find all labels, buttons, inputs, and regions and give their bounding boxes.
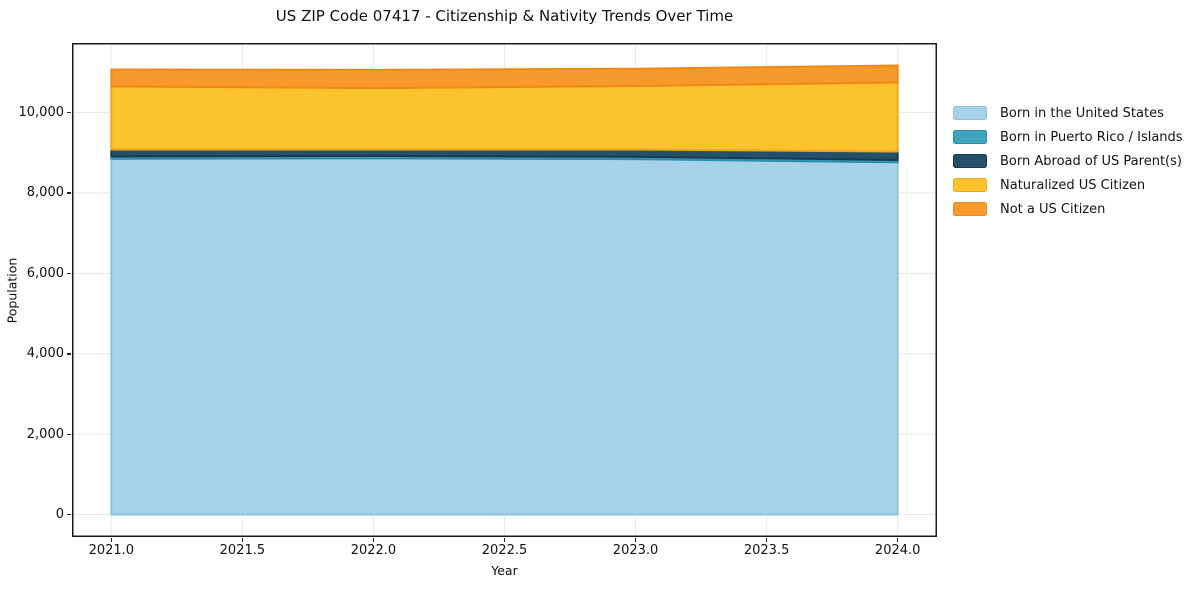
plot-border <box>72 43 937 537</box>
legend: Born in the United States Born in Puerto … <box>953 101 1183 221</box>
legend-swatch-icon <box>953 202 987 216</box>
legend-item: Not a US Citizen <box>953 197 1183 221</box>
x-tick-label: 2024.0 <box>874 543 921 558</box>
x-tick-label: 2023.5 <box>743 543 790 558</box>
y-tick-mark <box>67 433 71 435</box>
y-tick-mark <box>67 272 71 275</box>
x-tick-mark <box>504 537 506 542</box>
y-tick-label: 6,000 <box>26 265 64 281</box>
x-tick-mark <box>241 537 244 542</box>
x-tick-mark <box>766 537 768 542</box>
legend-item: Born in Puerto Rico / Islands <box>953 125 1183 149</box>
legend-item: Born Abroad of US Parent(s) <box>953 149 1183 173</box>
legend-label: Not a US Citizen <box>1000 201 1106 217</box>
y-tick-label: 2,000 <box>26 426 64 442</box>
y-tick-label: 0 <box>55 506 64 522</box>
x-tick-mark <box>635 537 637 542</box>
legend-label: Born in Puerto Rico / Islands <box>1000 129 1183 145</box>
legend-swatch-icon <box>953 154 987 168</box>
plot-area <box>72 43 937 537</box>
legend-item: Born in the United States <box>953 101 1183 125</box>
stacked-area-chart <box>72 43 937 537</box>
x-tick-label: 2023.0 <box>612 543 659 558</box>
area-series-born-in-the-united-states <box>110 157 899 516</box>
area-series-not-a-us-citizen <box>110 64 899 90</box>
x-tick-mark <box>110 537 113 542</box>
x-axis-label: Year <box>491 563 518 578</box>
legend-label: Born Abroad of US Parent(s) <box>1000 153 1182 169</box>
x-tick-label: 2022.0 <box>350 543 397 558</box>
y-tick-mark <box>67 112 71 114</box>
area-series-naturalized-us-citizen <box>110 81 899 153</box>
chart-title: US ZIP Code 07417 - Citizenship & Nativi… <box>275 7 734 25</box>
y-tick-label: 8,000 <box>26 185 64 201</box>
y-tick-mark <box>67 513 71 516</box>
x-tick-label: 2022.5 <box>481 543 528 558</box>
legend-swatch-icon <box>953 130 987 144</box>
x-tick-mark <box>897 537 899 542</box>
legend-item: Naturalized US Citizen <box>953 173 1183 197</box>
y-tick-label: 10,000 <box>18 105 65 121</box>
legend-label: Naturalized US Citizen <box>1000 177 1146 193</box>
x-tick-label: 2021.5 <box>219 543 266 558</box>
legend-label: Born in the United States <box>1000 105 1164 121</box>
legend-swatch-icon <box>953 106 987 120</box>
x-tick-mark <box>372 537 375 542</box>
y-tick-label: 4,000 <box>26 346 64 362</box>
x-tick-label: 2021.0 <box>88 543 135 558</box>
y-tick-mark <box>67 192 71 194</box>
legend-swatch-icon <box>953 178 987 192</box>
y-tick-mark <box>67 353 71 355</box>
